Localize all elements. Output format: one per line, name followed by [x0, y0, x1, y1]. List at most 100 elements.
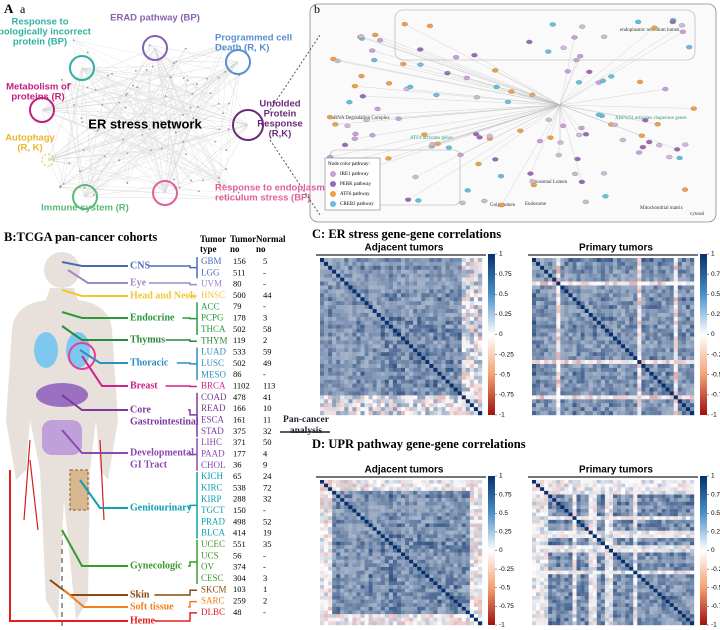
network-edge [119, 69, 147, 161]
intestine [42, 420, 82, 455]
heatmap-cell [360, 316, 365, 321]
heatmap-cell [673, 309, 678, 314]
heatmap-cell [564, 277, 569, 282]
heatmap-cell [348, 552, 353, 557]
heatmap-cell [352, 490, 357, 495]
heatmap-cell [368, 523, 373, 528]
heatmap-cell [376, 399, 381, 404]
heatmap-cell [401, 519, 406, 524]
pathway-node [549, 22, 556, 27]
network-edge [174, 124, 249, 188]
heatmap-cell [332, 312, 337, 318]
heatmap-cell [473, 559, 479, 564]
heatmap-cell [401, 360, 406, 365]
heatmap-cell [633, 383, 638, 388]
heatmap-cell [392, 483, 398, 488]
heatmap-cell [681, 320, 687, 325]
heatmap-cell [608, 352, 614, 357]
heatmap-cell [405, 367, 410, 373]
heatmap-cell [477, 301, 483, 306]
heatmap-cell [465, 548, 471, 553]
heatmap-cell [396, 545, 402, 550]
heatmap-cell [568, 379, 573, 384]
heatmap-cell [360, 480, 365, 484]
heatmap-cell [617, 316, 622, 321]
heatmap-cell [617, 258, 622, 263]
pathway-node [654, 122, 661, 127]
heatmap-cell [340, 559, 345, 564]
heatmap-cell [328, 363, 333, 369]
heatmap-cell [368, 407, 373, 412]
heatmap-cell [613, 403, 618, 408]
pathway-edge [354, 85, 561, 106]
heatmap-cell [437, 258, 442, 263]
heatmap-cell [417, 360, 422, 365]
network-edge [79, 148, 162, 188]
heatmap-cell [669, 289, 674, 294]
heatmap-cell [653, 379, 658, 384]
heatmap-cell [413, 340, 418, 345]
normal-count: 32 [263, 494, 272, 504]
network-node [83, 186, 86, 189]
heatmap-cell [324, 261, 329, 267]
heatmap-cell [405, 383, 410, 388]
heatmap-cell [473, 285, 479, 290]
heatmap-cell [465, 487, 471, 492]
heatmap-cell [372, 269, 377, 274]
network-edge [142, 122, 175, 136]
heatmap-cell [401, 512, 406, 517]
heatmap-cell [657, 258, 662, 263]
heatmap-cell [401, 563, 406, 568]
heatmap-cell [673, 356, 678, 361]
heatmap-title: Primary tumors [579, 243, 653, 254]
heatmap-cell [348, 277, 353, 282]
heatmap-cell [405, 516, 410, 521]
tumor-type: CHOL [201, 460, 226, 470]
heatmap-cell [477, 340, 483, 345]
heatmap-cell [320, 512, 325, 517]
heatmap-cell [477, 309, 483, 314]
heatmap-cell [473, 530, 479, 535]
heatmap-cell [461, 293, 466, 298]
heatmap-cell [469, 494, 475, 499]
heatmap-cell [457, 344, 462, 349]
heatmap-cell [340, 407, 345, 412]
heatmap-cell [457, 534, 462, 539]
heatmap-cell [445, 545, 450, 550]
heatmap-cell [625, 399, 630, 404]
heatmap-cell [441, 395, 446, 400]
heatmap-cell [405, 293, 410, 298]
heatmap-cell [413, 336, 418, 341]
heatmap-cell [368, 490, 373, 495]
heatmap-cell [413, 523, 418, 528]
heatmap-cell [669, 265, 674, 270]
heatmap-cell [356, 265, 361, 270]
heatmap-cell [556, 344, 561, 349]
heatmap-cell [536, 269, 541, 274]
heatmap-cell [600, 281, 606, 286]
pathway-node [600, 34, 608, 39]
heatmap-cell [661, 356, 666, 361]
heatmap-cell [540, 348, 545, 353]
heatmap-cell [396, 494, 402, 499]
pathway-edge [403, 63, 561, 106]
heatmap-cell [336, 563, 341, 568]
heatmap-cell [320, 281, 325, 286]
heatmap-cell [469, 538, 475, 542]
heatmap-cell [376, 487, 381, 492]
heatmap-cell [380, 367, 385, 373]
heatmap-cell [461, 501, 466, 506]
heatmap-cell [372, 483, 377, 488]
heatmap-cell [421, 356, 426, 361]
heatmap-cell [384, 403, 390, 408]
heatmap-cell [372, 371, 377, 376]
heatmap-cell [473, 273, 479, 278]
heatmap-cell [568, 265, 573, 270]
heatmap-cell [372, 530, 377, 535]
heatmap-cell [344, 261, 349, 267]
heatmap-cell [380, 509, 385, 513]
heatmap-cell [465, 269, 471, 274]
heatmap-cell [433, 258, 438, 263]
heatmap-cell [445, 563, 450, 568]
heatmap-cell [352, 363, 357, 369]
